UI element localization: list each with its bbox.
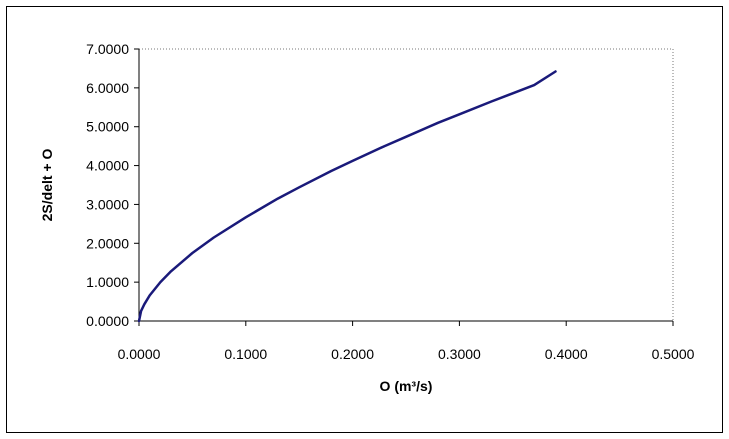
x-axis-title: O (m³/s)	[380, 378, 433, 394]
x-tick-label: 0.4000	[545, 346, 588, 362]
y-tick-label: 6.0000	[86, 80, 129, 96]
y-tick-label: 0.0000	[86, 313, 129, 329]
series-layer	[137, 70, 557, 323]
x-tick-label: 0.3000	[438, 346, 481, 362]
y-tick-label: 4.0000	[86, 158, 129, 174]
y-tick-label: 1.0000	[86, 274, 129, 290]
x-tick-label: 0.5000	[652, 346, 695, 362]
plot-area	[138, 48, 674, 322]
x-tick-label: 0.0000	[118, 346, 161, 362]
y-ticks: 0.0000 1.0000 2.0000 3.0000 4.0000 5.0000 6.00…	[86, 41, 139, 329]
x-tick-label: 0.2000	[331, 346, 374, 362]
y-tick-label: 2.0000	[86, 235, 129, 251]
y-tick-label: 7.0000	[86, 41, 129, 57]
series-line	[137, 70, 557, 323]
y-tick-label: 3.0000	[86, 196, 129, 212]
y-axis-title: 2S/delt + O	[39, 149, 55, 222]
x-tick-label: 0.1000	[224, 346, 267, 362]
x-ticks: 0.0000 0.1000 0.2000 0.3000 0.4000 0.5000	[118, 321, 695, 362]
y-tick-label: 5.0000	[86, 119, 129, 135]
plot-background	[139, 49, 673, 321]
